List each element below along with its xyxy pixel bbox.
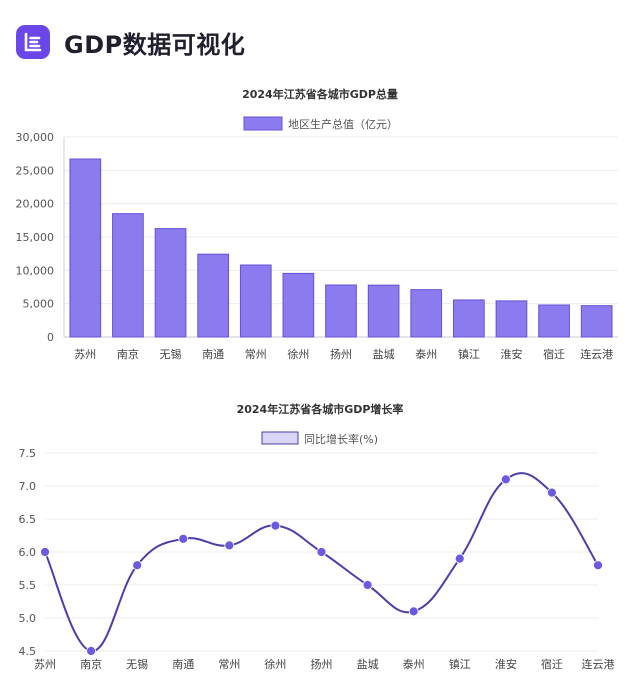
bar-x-tick-label: 常州 [245,348,267,361]
growth-point-8 [408,606,419,617]
bar-legend-label: 地区生产总值（亿元） [288,117,398,131]
bar-y-tick-label: 20,000 [16,198,55,211]
bar-3 [197,253,229,338]
bar-x-tick-label: 盐城 [373,348,395,361]
growth-point-4 [224,540,235,551]
line-x-tick-label: 扬州 [311,657,333,671]
growth-point-0 [40,547,50,557]
line-x-tick-label: 徐州 [264,657,286,671]
growth-point-9 [454,553,465,564]
bar-1 [112,213,144,338]
line-y-tick-label: 6.0 [19,546,37,559]
bar-y-tick-label: 10,000 [16,264,55,277]
line-y-tick-label: 4.5 [19,645,37,658]
bar-y-tick-label: 15,000 [16,231,55,244]
line-y-tick-label: 5.5 [19,579,37,592]
bar-x-tick-label: 南京 [117,347,139,361]
line-x-tick-label: 苏州 [34,658,56,671]
bar-2 [154,228,187,338]
line-x-tick-label: 南通 [172,658,194,671]
growth-point-3 [178,533,189,544]
bar-y-tick-label: 0 [47,331,54,344]
bar-chart-title: 2024年江苏省各城市GDP总量 [242,87,398,101]
bar-x-tick-label: 徐州 [287,347,309,361]
bar-9 [453,299,485,338]
line-x-tick-label: 泰州 [403,657,425,671]
line-x-tick-label: 南京 [80,657,102,671]
growth-point-5 [270,520,281,531]
bar-4 [239,264,272,338]
line-x-tick-label: 连云港 [582,658,615,671]
line-y-tick-label: 7.0 [19,480,37,493]
bar-y-tick-label: 25,000 [16,164,55,177]
line-legend-label: 同比增长率(%) [304,432,378,446]
bar-x-tick-label: 苏州 [74,348,96,361]
bar-12 [580,305,613,338]
chart-logo-icon [16,25,50,59]
line-chart-title: 2024年江苏省各城市GDP增长率 [237,402,404,416]
line-y-tick-label: 6.5 [19,513,37,526]
bar-7 [367,284,400,338]
growth-point-7 [362,580,373,590]
growth-point-12 [593,560,603,571]
line-x-tick-label: 镇江 [449,657,471,671]
line-legend-swatch [261,431,299,445]
growth-point-1 [86,646,96,656]
bar-y-tick-label: 5,000 [23,298,55,311]
bar-x-tick-label: 连云港 [580,348,613,361]
bar-0 [69,158,102,338]
line-x-tick-label: 无锡 [126,657,148,671]
bar-8 [410,289,443,338]
line-x-tick-label: 盐城 [357,658,379,671]
bar-x-tick-label: 扬州 [330,347,352,361]
bar-6 [325,284,357,338]
line-x-tick-label: 宿迁 [541,657,563,671]
bar-x-tick-label: 南通 [202,348,224,361]
line-x-tick-label: 淮安 [495,657,517,671]
bar-11 [538,304,570,338]
line-y-tick-label: 5.0 [19,612,37,625]
header: GDP数据可视化 [16,22,245,62]
growth-point-10 [500,474,511,485]
bar-x-tick-label: 宿迁 [543,347,565,361]
bar-x-tick-label: 泰州 [415,347,437,361]
bar-x-tick-label: 镇江 [458,347,480,361]
bar-x-tick-label: 淮安 [500,347,522,361]
page-title: GDP数据可视化 [64,30,246,59]
growth-series-line [44,472,599,652]
bar-x-tick-label: 无锡 [160,347,182,361]
bar-10 [495,300,528,338]
growth-point-11 [547,487,557,498]
line-y-tick-label: 7.5 [19,447,37,460]
line-x-tick-label: 常州 [218,658,240,671]
bar-5 [282,272,315,338]
bar-legend-swatch [243,116,283,131]
growth-point-2 [132,560,143,571]
bar-y-tick-label: 30,000 [16,131,55,144]
growth-point-6 [316,547,327,557]
